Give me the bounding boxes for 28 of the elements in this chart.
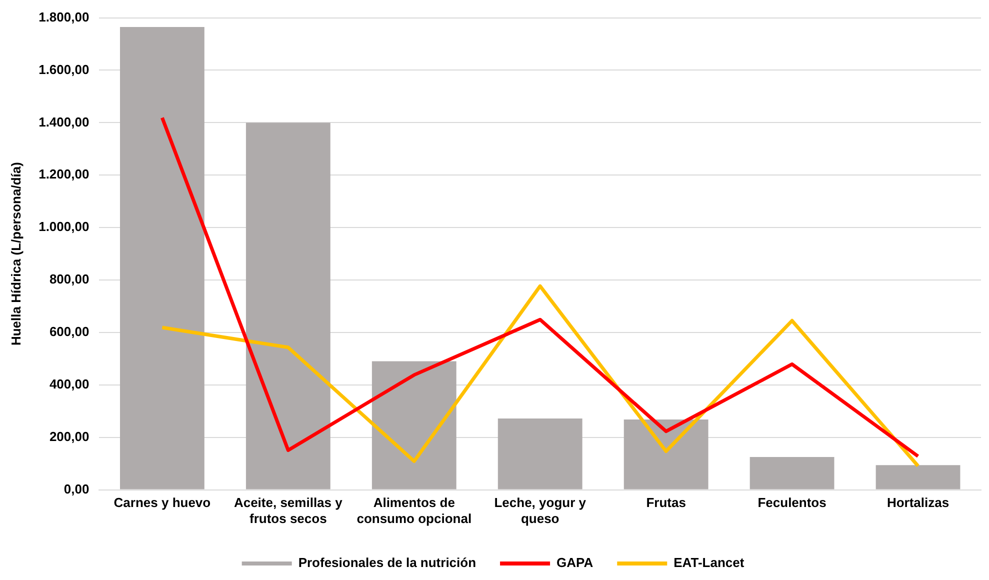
legend-label: EAT-Lancet [674, 555, 745, 570]
legend-label: GAPA [556, 555, 594, 570]
bar [876, 465, 960, 490]
y-tick-label: 400,00 [49, 376, 90, 392]
x-tick-label: Feculentos [758, 495, 826, 510]
legend-label: Profesionales de la nutrición [298, 555, 476, 570]
bar [246, 122, 330, 490]
y-tick-label: 800,00 [49, 272, 90, 287]
bar [750, 457, 834, 490]
x-tick-label: Frutas [646, 495, 686, 510]
bar [624, 420, 708, 490]
y-axis-title: Huella Hídrica (L/persona/día) [8, 162, 24, 346]
y-tick-label: 1.800,00 [38, 9, 90, 24]
y-tick-label: 0,00 [64, 481, 90, 496]
y-tick-label: 200,00 [49, 428, 90, 444]
bar [372, 361, 456, 490]
bar [120, 26, 204, 490]
y-tick-label: 1.000,00 [38, 219, 90, 234]
x-tick-label: Aceite, semillas y frutos secos [234, 495, 344, 526]
x-tick-label: Carnes y huevo [114, 495, 211, 510]
y-tick-label: 1.400,00 [38, 114, 90, 130]
x-tick-label: Alimentos de consumo opcional [356, 495, 472, 526]
bar [498, 418, 582, 490]
y-tick-label: 1.600,00 [38, 62, 90, 77]
x-tick-label: Leche, yogur y queso [494, 495, 587, 526]
x-tick-label: Hortalizas [886, 495, 950, 510]
y-tick-label: 1.200,00 [38, 166, 90, 182]
y-tick-label: 600,00 [49, 324, 90, 340]
